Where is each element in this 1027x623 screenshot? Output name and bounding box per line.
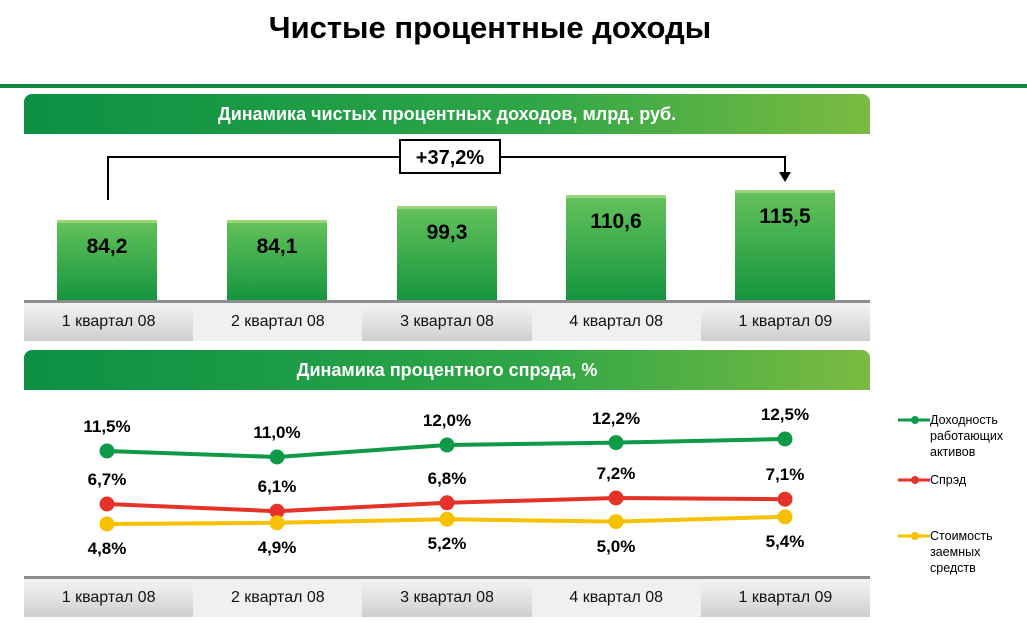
data-point (608, 490, 624, 506)
category-label: 3 квартал 08 (362, 303, 532, 341)
data-label: 7,1% (765, 465, 805, 485)
category-label: 4 квартал 08 (531, 303, 701, 341)
data-point (269, 503, 285, 519)
legend-marker-icon (898, 412, 930, 428)
divider (0, 84, 1027, 88)
data-label: 6,7% (87, 470, 127, 489)
data-point (777, 491, 793, 507)
data-label: 12,0% (422, 411, 472, 430)
category-label: 1 квартал 09 (700, 579, 871, 617)
legend-label: Спрэд (930, 473, 967, 487)
page-title: Чистые процентные доходы (268, 10, 712, 45)
legend-label: Стоимость заемных средств (930, 529, 993, 575)
bar-value-label: 110,6 (590, 209, 642, 233)
data-label: 5,0% (596, 536, 636, 556)
data-point (777, 431, 793, 447)
bar-category-axis: 1 квартал 08 2 квартал 08 3 квартал 08 4 кв… (24, 300, 871, 341)
data-label: 6,1% (257, 477, 297, 497)
data-label: 11,0% (253, 423, 301, 442)
bar-value-label: 99,3 (426, 220, 468, 244)
legend-item: Спрэд (898, 472, 1020, 488)
line-category-axis: 1 квартал 08 2 квартал 08 3 квартал 08 4 кв… (24, 576, 871, 617)
bar-value-label: 84,2 (86, 234, 128, 258)
category-label: 2 квартал 08 (193, 579, 363, 617)
data-label: 5,4% (765, 531, 805, 551)
bar: 110,6 (566, 194, 666, 300)
data-label: 4,8% (87, 539, 127, 558)
legend-item: Стоимость заемных средств (898, 528, 1020, 576)
data-point (99, 516, 115, 532)
data-label: 7,2% (596, 464, 636, 483)
data-point (608, 435, 624, 451)
data-label: 4,9% (257, 537, 297, 557)
data-point (99, 496, 115, 512)
data-label: 6,8% (427, 468, 467, 488)
bar: 115,5 (735, 190, 835, 300)
data-point (269, 449, 285, 465)
category-label: 1 квартал 08 (24, 303, 194, 341)
category-label: 1 квартал 08 (24, 579, 194, 617)
data-point (608, 514, 624, 530)
category-label: 1 квартал 09 (700, 303, 871, 341)
bar-value-label: 115,5 (759, 205, 811, 229)
data-point (269, 515, 285, 531)
data-label: 5,2% (427, 534, 467, 554)
bar: 84,2 (57, 219, 157, 300)
data-point (99, 443, 115, 459)
data-label: 11,5% (83, 417, 131, 436)
data-point (439, 495, 455, 511)
legend-marker-icon (898, 472, 930, 488)
data-point (439, 437, 455, 453)
category-label: 2 квартал 08 (193, 303, 363, 341)
legend-label: Доходность работающих активов (930, 413, 1004, 459)
line-chart-title: Динамика процентного спрэда, % (24, 350, 870, 390)
legend-item: Доходность работающих активов (898, 412, 1020, 460)
bar: 84,1 (227, 220, 327, 300)
growth-annotation: +37,2% (399, 139, 501, 174)
bar: 99,3 (397, 205, 497, 300)
data-point (777, 509, 793, 525)
bar-value-label: 84,1 (256, 235, 298, 258)
category-label: 4 квартал 08 (531, 579, 701, 617)
data-point (439, 511, 455, 527)
data-label: 12,2% (591, 408, 641, 428)
bar-chart-title: Динамика чистых процентных доходов, млрд… (24, 94, 870, 134)
data-label: 12,5% (760, 405, 810, 424)
legend-marker-icon (898, 528, 930, 544)
category-label: 3 квартал 08 (362, 579, 532, 617)
